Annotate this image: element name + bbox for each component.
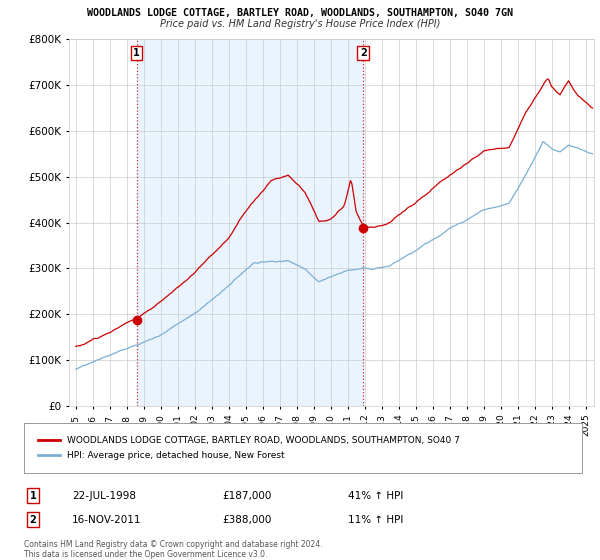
Text: Price paid vs. HM Land Registry's House Price Index (HPI): Price paid vs. HM Land Registry's House …	[160, 19, 440, 29]
Text: 1: 1	[29, 491, 37, 501]
Text: 2: 2	[360, 48, 367, 58]
Text: 11% ↑ HPI: 11% ↑ HPI	[348, 515, 403, 525]
Text: WOODLANDS LODGE COTTAGE, BARTLEY ROAD, WOODLANDS, SOUTHAMPTON, SO40 7GN: WOODLANDS LODGE COTTAGE, BARTLEY ROAD, W…	[87, 8, 513, 18]
Text: 2: 2	[29, 515, 37, 525]
Bar	[137, 39, 363, 406]
Text: 1: 1	[133, 48, 140, 58]
Text: £388,000: £388,000	[222, 515, 271, 525]
Text: 16-NOV-2011: 16-NOV-2011	[72, 515, 142, 525]
Text: Contains HM Land Registry data © Crown copyright and database right 2024.: Contains HM Land Registry data © Crown c…	[24, 540, 323, 549]
Legend: WOODLANDS LODGE COTTAGE, BARTLEY ROAD, WOODLANDS, SOUTHAMPTON, SO40 7, HPI: Aver: WOODLANDS LODGE COTTAGE, BARTLEY ROAD, W…	[34, 433, 464, 463]
Text: 22-JUL-1998: 22-JUL-1998	[72, 491, 136, 501]
Text: £187,000: £187,000	[222, 491, 271, 501]
Text: This data is licensed under the Open Government Licence v3.0.: This data is licensed under the Open Gov…	[24, 550, 268, 559]
Text: 41% ↑ HPI: 41% ↑ HPI	[348, 491, 403, 501]
